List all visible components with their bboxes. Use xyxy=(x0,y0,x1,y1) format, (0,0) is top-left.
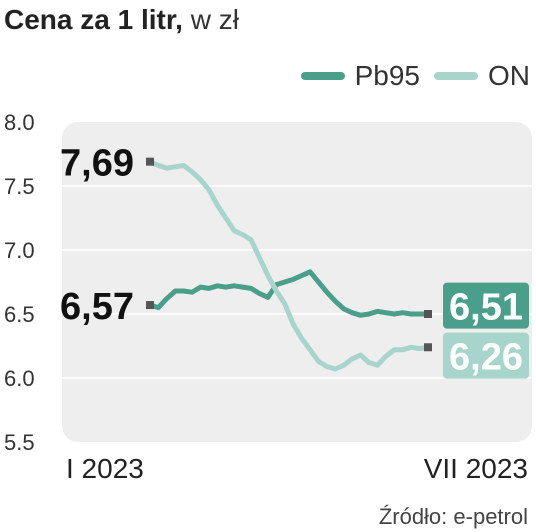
x-tick-label-start: I 2023 xyxy=(66,453,144,484)
end-marker-pb95 xyxy=(424,310,432,318)
end-value-box-on xyxy=(443,332,529,379)
plot-background xyxy=(62,122,532,442)
legend-label-on: ON xyxy=(488,60,530,91)
y-tick-label: 6.5 xyxy=(4,302,35,327)
chart-title: Cena za 1 litr, w zł xyxy=(4,4,239,36)
start-label-on: 7,69 xyxy=(60,143,134,185)
x-tick-label-end: VII 2023 xyxy=(424,453,528,484)
y-tick-label: 7.0 xyxy=(4,238,35,263)
end-value-box-pb95 xyxy=(443,282,529,329)
y-tick-label: 7.5 xyxy=(4,174,35,199)
y-tick-label: 8.0 xyxy=(4,110,35,135)
end-value-label-on: 6,26 xyxy=(449,337,523,379)
legend: Pb95 ON xyxy=(300,60,530,92)
chart-title-main: Cena za 1 litr, xyxy=(4,4,183,35)
series-line-pb95 xyxy=(147,269,431,318)
start-marker-on xyxy=(146,157,154,166)
legend-item-on: ON xyxy=(434,60,530,92)
start-label-pb95: 6,57 xyxy=(60,286,134,328)
end-marker-on xyxy=(424,343,432,352)
legend-item-pb95: Pb95 xyxy=(300,60,420,92)
source-note: Źródło: e-petrol xyxy=(378,504,528,529)
legend-label-pb95: Pb95 xyxy=(354,60,420,91)
legend-swatch-on xyxy=(434,72,478,80)
chart-title-unit: w zł xyxy=(182,4,239,35)
legend-swatch-pb95 xyxy=(300,72,345,80)
y-tick-label: 6.0 xyxy=(4,366,35,391)
end-value-label-pb95: 6,51 xyxy=(449,287,523,329)
start-marker-pb95 xyxy=(146,301,154,310)
series-line-on xyxy=(147,159,431,372)
y-tick-label: 5.5 xyxy=(4,430,35,455)
